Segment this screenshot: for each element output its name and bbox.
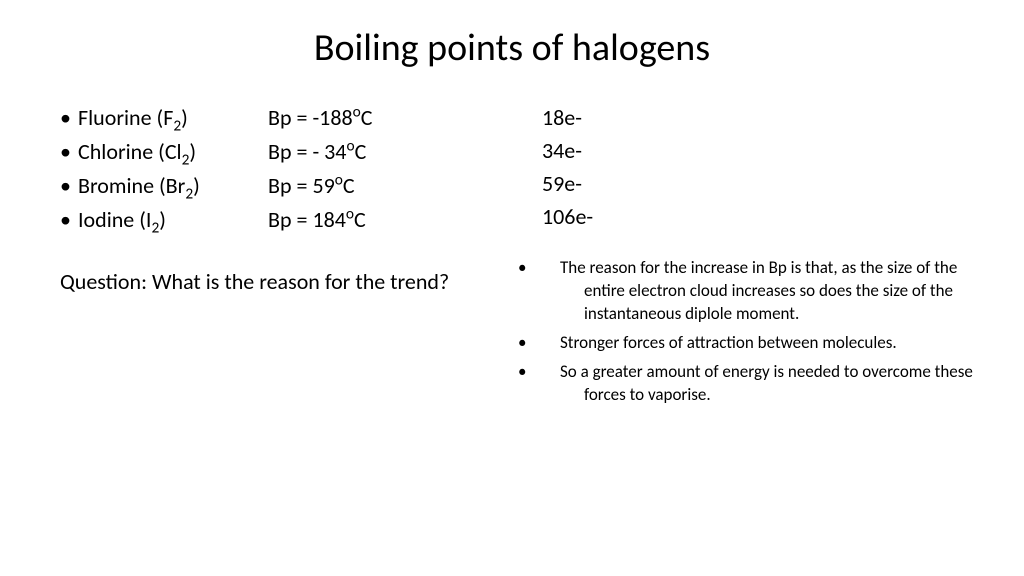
list-item: Iodine (I2) Bp = 184oC bbox=[60, 203, 492, 237]
reason-item: So a greater amount of energy is needed … bbox=[542, 361, 974, 407]
electron-counts: 18e- 34e- 59e- 106e- bbox=[542, 101, 974, 233]
reason-item: Stronger forces of attraction between mo… bbox=[542, 332, 974, 355]
list-item: Chlorine (Cl2) Bp = - 34oC bbox=[60, 135, 492, 169]
slide: Boiling points of halogens Fluorine (F2)… bbox=[0, 0, 1024, 576]
boiling-point: Bp = 59oC bbox=[268, 169, 355, 203]
reason-list: The reason for the increase in Bp is tha… bbox=[542, 257, 974, 407]
right-column: 18e- 34e- 59e- 106e- The reason for the … bbox=[532, 101, 974, 413]
slide-title: Boiling points of halogens bbox=[50, 25, 974, 71]
reason-item: The reason for the increase in Bp is tha… bbox=[542, 257, 974, 326]
boiling-point: Bp = - 34oC bbox=[268, 135, 366, 169]
element-name: Fluorine (F2) bbox=[78, 101, 268, 135]
electron-count: 18e- bbox=[542, 101, 974, 134]
list-item: Fluorine (F2) Bp = -188oC bbox=[60, 101, 492, 135]
left-column: Fluorine (F2) Bp = -188oC Chlorine (Cl2)… bbox=[50, 101, 492, 413]
list-item: Bromine (Br2) Bp = 59oC bbox=[60, 169, 492, 203]
electron-count: 34e- bbox=[542, 134, 974, 167]
element-name: Chlorine (Cl2) bbox=[78, 135, 268, 169]
question-text: Question: What is the reason for the tre… bbox=[60, 267, 492, 297]
element-name: Bromine (Br2) bbox=[78, 169, 268, 203]
electron-count: 106e- bbox=[542, 200, 974, 233]
element-name: Iodine (I2) bbox=[78, 203, 268, 237]
content-columns: Fluorine (F2) Bp = -188oC Chlorine (Cl2)… bbox=[50, 101, 974, 413]
electron-count: 59e- bbox=[542, 167, 974, 200]
boiling-point: Bp = 184oC bbox=[268, 203, 366, 237]
boiling-point: Bp = -188oC bbox=[268, 101, 372, 135]
halogen-list: Fluorine (F2) Bp = -188oC Chlorine (Cl2)… bbox=[60, 101, 492, 237]
